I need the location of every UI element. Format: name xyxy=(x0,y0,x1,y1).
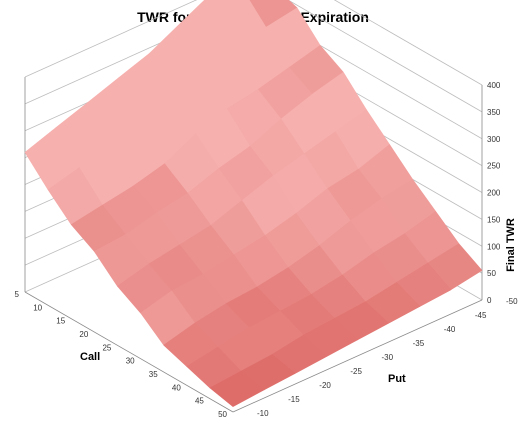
put-tick-label: -50 xyxy=(506,297,518,306)
z-tick-label: 200 xyxy=(487,189,501,198)
call-tick-label: 40 xyxy=(172,383,181,392)
call-tick-label: 50 xyxy=(218,410,227,419)
call-tick-label: 5 xyxy=(15,290,20,299)
put-tick-label: -20 xyxy=(319,381,331,390)
grid-line-right xyxy=(287,0,483,113)
call-tick-label: 15 xyxy=(56,317,65,326)
call-tick-label: 20 xyxy=(79,330,88,339)
call-tick-label: 45 xyxy=(195,397,204,406)
z-tick-label: 50 xyxy=(487,269,496,278)
surface-cell xyxy=(209,370,265,407)
final-twr-axis-title: Final TWR xyxy=(505,218,517,272)
z-tick-label: 350 xyxy=(487,108,501,117)
z-tick-label: 100 xyxy=(487,242,501,251)
call-axis-title: Call xyxy=(80,351,100,363)
call-floor-edge xyxy=(24,291,234,413)
put-tick-label: -30 xyxy=(382,353,394,362)
grid-line-left xyxy=(24,0,198,78)
put-tick-label: -35 xyxy=(413,339,425,348)
z-tick-label: 150 xyxy=(487,215,501,224)
put-floor-edge xyxy=(232,299,483,413)
put-tick-label: -40 xyxy=(444,325,456,334)
call-tick-label: 25 xyxy=(102,343,111,352)
grid-line-right xyxy=(333,0,483,86)
z-tick-label: 0 xyxy=(487,296,492,305)
call-tick-label: 30 xyxy=(126,357,135,366)
put-tick-label: -10 xyxy=(257,409,269,418)
axis-ticks: 5 10 15 20 25 30 35 40 45 50 -10 -15 -20 -25 -30 -35 -40… xyxy=(15,81,519,419)
z-tick-label: 250 xyxy=(487,162,501,171)
z-tick-label: 400 xyxy=(487,81,501,90)
put-tick-label: -45 xyxy=(475,311,487,320)
call-tick-label: 35 xyxy=(149,370,158,379)
put-axis-title: Put xyxy=(388,373,406,385)
surface-mesh xyxy=(24,0,483,407)
put-tick-label: -15 xyxy=(288,395,300,404)
call-tick-label: 10 xyxy=(33,303,42,312)
put-tick-label: -25 xyxy=(350,367,362,376)
z-tick-label: 300 xyxy=(487,135,501,144)
